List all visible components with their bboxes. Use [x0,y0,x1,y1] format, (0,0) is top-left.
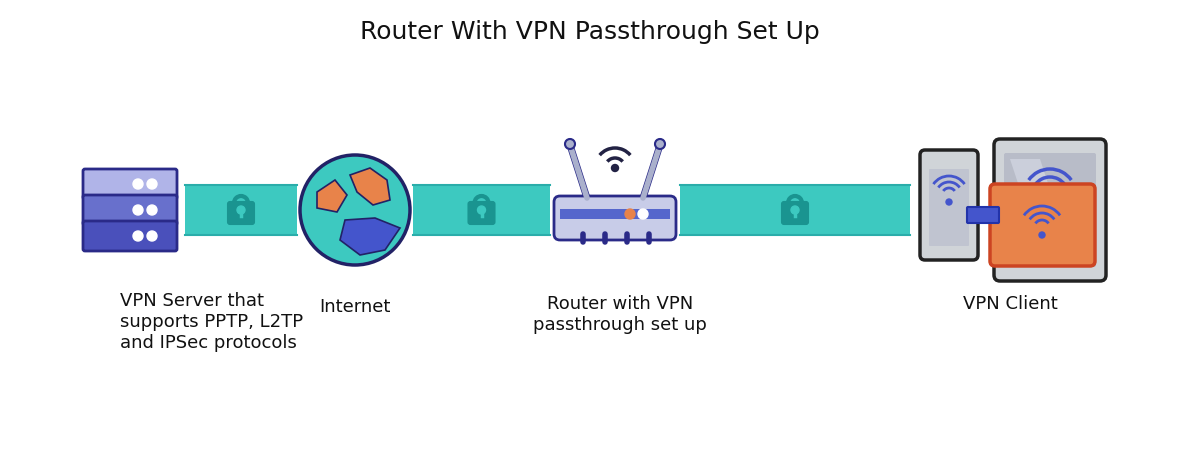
Circle shape [565,139,575,149]
FancyBboxPatch shape [560,209,670,219]
FancyBboxPatch shape [994,139,1106,281]
FancyBboxPatch shape [920,150,978,260]
FancyBboxPatch shape [185,185,297,235]
Polygon shape [1010,159,1070,250]
Circle shape [148,231,157,241]
FancyBboxPatch shape [680,185,910,235]
Polygon shape [317,180,347,212]
Circle shape [148,179,157,189]
FancyBboxPatch shape [228,202,254,224]
FancyBboxPatch shape [83,221,177,251]
Circle shape [625,209,635,219]
Circle shape [655,139,666,149]
Circle shape [478,206,485,214]
Polygon shape [350,168,391,205]
FancyBboxPatch shape [83,169,177,199]
Circle shape [611,165,618,171]
FancyBboxPatch shape [966,207,999,223]
Text: VPN Client: VPN Client [963,295,1057,313]
Text: Router with VPN
passthrough set up: Router with VPN passthrough set up [533,295,707,334]
Circle shape [300,155,409,265]
Text: VPN Server that
supports PPTP, L2TP
and IPSec protocols: VPN Server that supports PPTP, L2TP and … [120,292,303,351]
FancyBboxPatch shape [782,202,808,224]
Circle shape [133,179,143,189]
Circle shape [791,206,799,214]
FancyBboxPatch shape [553,196,676,240]
Circle shape [1040,232,1045,238]
Text: Internet: Internet [320,298,391,316]
Circle shape [946,199,952,205]
FancyBboxPatch shape [990,184,1095,266]
FancyBboxPatch shape [468,202,494,224]
FancyBboxPatch shape [83,195,177,225]
FancyBboxPatch shape [929,169,969,246]
Circle shape [148,205,157,215]
Circle shape [638,209,648,219]
Polygon shape [340,218,400,255]
Circle shape [1047,199,1054,207]
Text: Router With VPN Passthrough Set Up: Router With VPN Passthrough Set Up [360,20,820,44]
Circle shape [133,231,143,241]
Circle shape [133,205,143,215]
Circle shape [237,206,245,214]
FancyBboxPatch shape [413,185,550,235]
FancyBboxPatch shape [1004,153,1096,267]
